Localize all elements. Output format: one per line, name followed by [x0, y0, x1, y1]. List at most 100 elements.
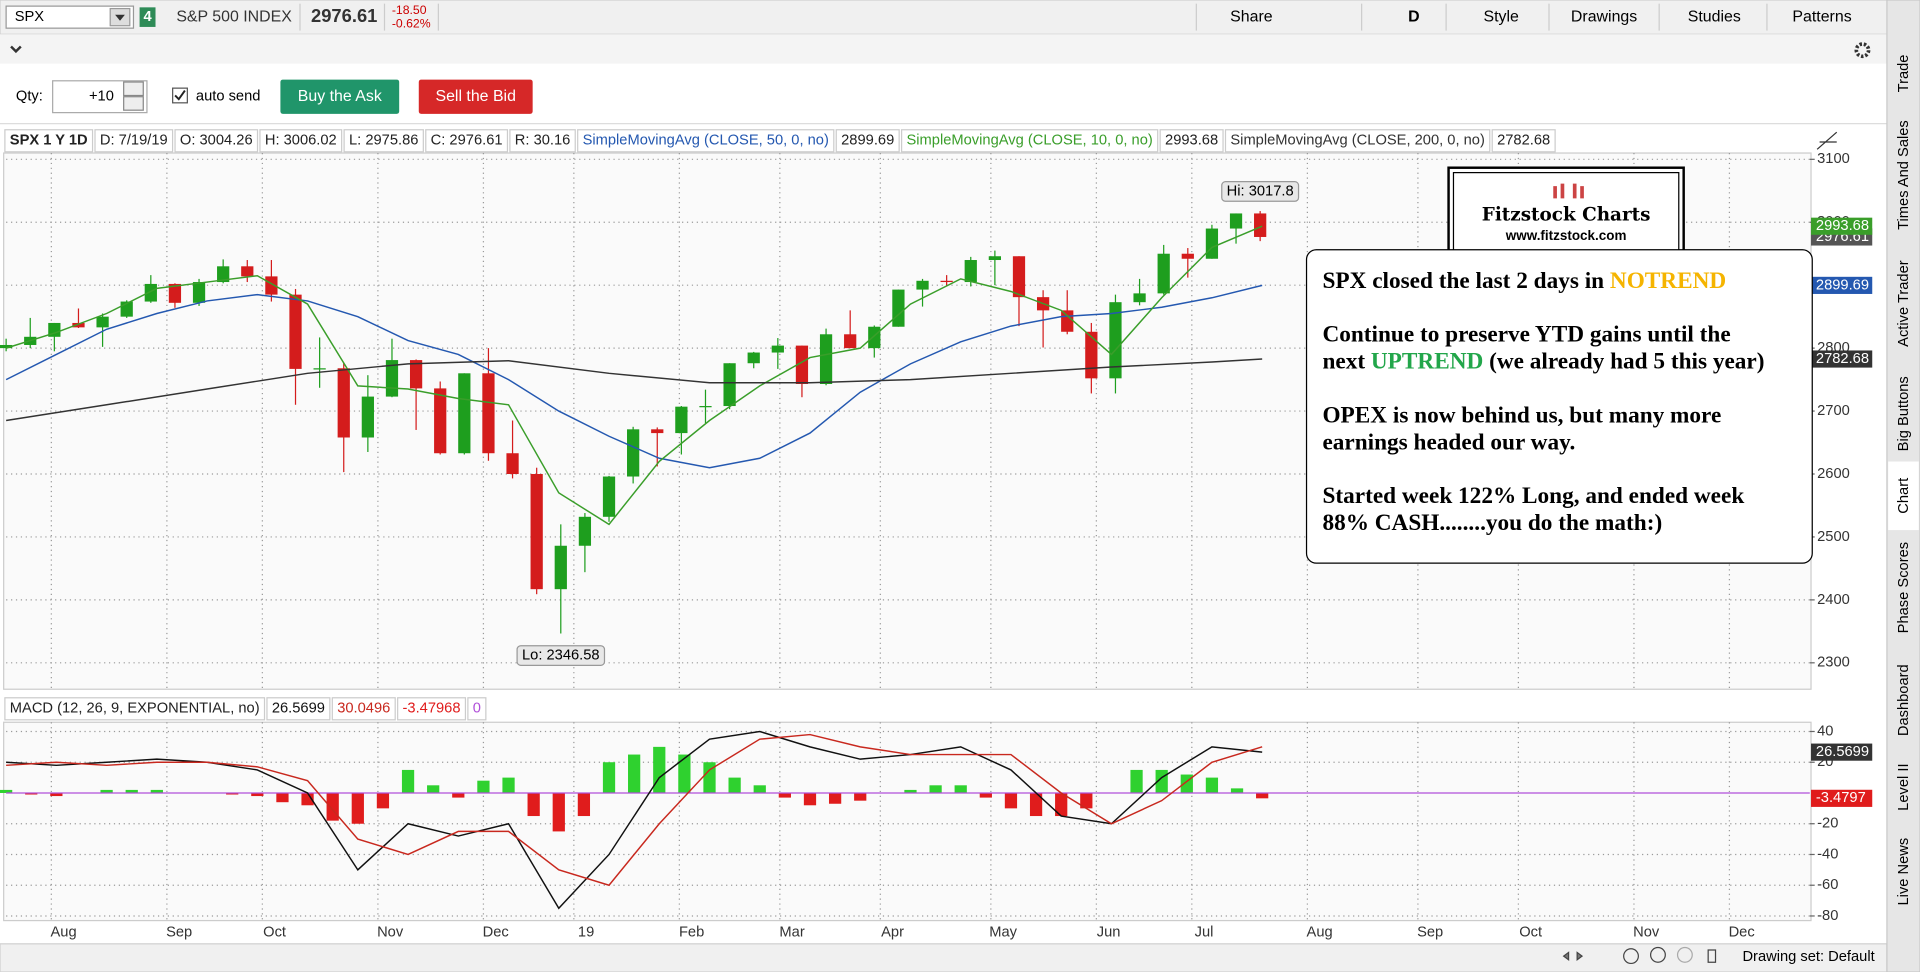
study-name-box — [900, 129, 1159, 153]
chart-style-icon[interactable] — [1816, 131, 1838, 150]
zoom-out-tool[interactable] — [1676, 946, 1693, 963]
note-line: 88% CASH........you do the math:) — [1322, 511, 1662, 537]
histogram-bar — [251, 792, 264, 797]
histogram-bar — [477, 780, 490, 793]
candle-body — [1229, 213, 1243, 229]
study-value-box — [266, 697, 331, 721]
candle-body — [1061, 310, 1074, 332]
y-tick-label: -80 — [1817, 908, 1838, 924]
zoom-in-tool[interactable] — [1650, 946, 1666, 963]
study-value-box — [467, 697, 487, 721]
scroll-arrows[interactable] — [1562, 951, 1584, 961]
candle-body — [554, 545, 567, 590]
value-badge-label: -3.4797 — [1816, 790, 1866, 806]
side-tab-label: Dashboard — [1896, 664, 1912, 736]
settings-icon[interactable] — [1854, 42, 1871, 59]
note-line: Continue to preserve YTD gains until the — [1322, 322, 1730, 348]
histogram-bar — [326, 792, 339, 821]
candle-body — [819, 334, 833, 385]
candle-body — [723, 363, 736, 407]
auto-send-label: auto send — [196, 89, 261, 105]
candle-body — [289, 294, 302, 369]
collapse-icon[interactable] — [10, 45, 22, 54]
study-value: 2782.68 — [1497, 133, 1550, 149]
histogram-bar — [828, 792, 842, 804]
side-tab[interactable] — [1888, 461, 1919, 531]
histogram-bar — [1004, 792, 1018, 809]
link-badge[interactable] — [139, 7, 156, 27]
header-field: C: 2976.61 — [431, 133, 503, 149]
y-tick-label: 2400 — [1817, 592, 1850, 608]
side-tab-label: Times And Sales — [1896, 120, 1912, 230]
qty-label: Qty: — [16, 89, 43, 105]
histogram-bar — [276, 792, 289, 803]
y-tick-label: 2300 — [1817, 655, 1850, 671]
note-line: SPX closed the last 2 days in NOTREND — [1322, 268, 1726, 294]
histogram-bar — [678, 754, 691, 793]
toolbar-button[interactable] — [1368, 5, 1400, 29]
note-text: Continue to preserve YTD gains until the — [1322, 322, 1730, 348]
candle-body — [482, 373, 495, 454]
series-line — [6, 733, 1263, 887]
histogram-bar — [427, 785, 440, 793]
note-box — [1305, 249, 1813, 564]
candle-body — [434, 388, 447, 454]
crosshair-tool[interactable] — [1623, 948, 1639, 965]
histogram-bar — [628, 754, 641, 793]
study-name-box — [1224, 129, 1491, 153]
header-field-box — [425, 129, 509, 153]
toolbar-button-label: Studies — [1688, 8, 1741, 25]
study-value-box — [331, 697, 396, 721]
header-field: D: 7/19/19 — [100, 133, 168, 149]
note: SPX closed the last 2 days in NOTREND Con… — [1322, 268, 1764, 536]
note-line: Started week 122% Long, and ended week — [1322, 484, 1744, 510]
x-tick-label: Nov — [1633, 925, 1660, 941]
buy-button[interactable] — [280, 79, 400, 114]
sell-button[interactable] — [418, 79, 533, 114]
x-tick-label: May — [989, 925, 1017, 941]
study-value: 26.5699 — [272, 701, 325, 717]
study-name: SimpleMovingAvg (CLOSE, 10, 0, no) — [906, 133, 1152, 149]
x-tick-label: Mar — [779, 925, 804, 941]
qty-up[interactable] — [123, 81, 144, 97]
symbol: SPX — [15, 9, 45, 25]
candle-body — [1254, 213, 1267, 237]
histogram-bar — [125, 789, 138, 793]
header-field-box — [174, 129, 259, 153]
logo-title: Fitzstock Charts — [1482, 204, 1651, 225]
y-tick-label: 40 — [1817, 723, 1833, 739]
pct-change: -0.62% — [392, 17, 431, 31]
histogram-bar — [150, 789, 163, 793]
histogram-bar — [778, 792, 791, 798]
qty-down[interactable] — [123, 96, 144, 111]
price-badge — [1811, 276, 1873, 294]
price-badge-label: 2993.68 — [1816, 218, 1869, 234]
candle-body — [747, 352, 760, 364]
candle-body — [868, 326, 881, 349]
symbol-box[interactable] — [5, 5, 135, 29]
extreme-box — [516, 645, 606, 666]
description: S&P 500 INDEX — [176, 8, 292, 25]
candle-body — [916, 280, 929, 290]
histogram-bar — [904, 789, 917, 793]
histogram-bar — [552, 792, 565, 832]
plot-area: 230024002500260027002800290030003100AugS… — [0, 129, 1873, 941]
candle-body — [602, 476, 616, 517]
buy-label: Buy the Ask — [298, 88, 382, 105]
header-field-box — [509, 129, 576, 153]
candle-body — [795, 345, 809, 385]
candle-body — [192, 282, 206, 303]
candle-body — [627, 429, 640, 477]
study-title-box — [4, 697, 266, 721]
logo-url: www.fitzstock.com — [1505, 228, 1627, 243]
toolbar-button-label: D — [1408, 8, 1420, 25]
pan-tool[interactable] — [1707, 949, 1717, 963]
histogram-bar — [1055, 792, 1068, 817]
candle-body — [72, 322, 85, 328]
auto-send-checkbox[interactable] — [172, 87, 188, 104]
price-badge-label: 2782.68 — [1816, 351, 1869, 367]
candle-body — [892, 289, 905, 327]
candle-body — [1109, 302, 1122, 379]
logo-frame — [1447, 166, 1685, 258]
